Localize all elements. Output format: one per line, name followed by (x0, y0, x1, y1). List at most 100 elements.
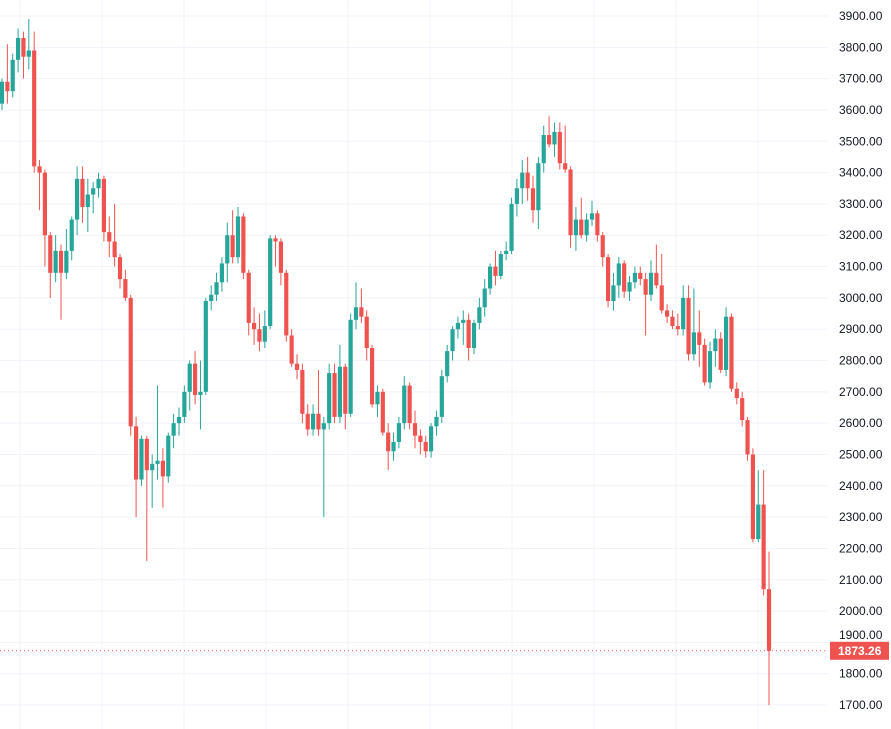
candle-up (91, 181, 96, 214)
candle-up (707, 341, 713, 389)
candle-up (74, 166, 80, 236)
candle-body (681, 297, 686, 330)
candle-down (622, 260, 627, 298)
candle-body (536, 163, 541, 211)
candle-body (117, 257, 123, 280)
candle-down (21, 31, 26, 79)
candle-body (359, 307, 364, 317)
candle-up (53, 235, 58, 283)
candle-up (150, 454, 155, 508)
candle-body (530, 188, 536, 211)
candle-up (536, 156, 541, 229)
candle-up (171, 413, 176, 449)
candle-down (117, 254, 123, 289)
candle-down (101, 175, 107, 242)
candle-body (702, 344, 707, 383)
y-tick-label: 2000.00 (839, 604, 883, 618)
candle-body (219, 263, 225, 283)
candle-up (402, 376, 407, 430)
candle-down (568, 166, 573, 248)
candle-body (5, 81, 10, 92)
candle-body (396, 423, 402, 442)
candle-down (702, 338, 707, 386)
candle-body (15, 37, 21, 60)
candle-up (321, 416, 326, 518)
candle-up (439, 369, 444, 424)
candle-body (729, 316, 734, 389)
candle-body (756, 504, 761, 540)
candle-body (369, 347, 375, 405)
candle-down (48, 232, 53, 298)
candle-up (573, 207, 579, 251)
candle-body (48, 235, 53, 273)
candle-body (91, 188, 96, 195)
candle-body (632, 272, 638, 283)
candle-up (514, 178, 520, 217)
candle-body (80, 178, 85, 208)
candle-up (450, 326, 455, 361)
candle-up (691, 288, 697, 361)
candle-up (268, 235, 273, 330)
candle-up (10, 53, 15, 98)
candle-up (182, 385, 187, 424)
candle-down (418, 429, 423, 455)
candle-body (600, 235, 605, 258)
last-price-badge-bg (830, 641, 889, 660)
candle-down (305, 404, 310, 436)
price-axis[interactable]: 1700.00 1800.00 1900.00 2000.00 2100.00 2200.… (839, 9, 883, 712)
candle-up (262, 310, 267, 348)
candle-up (648, 260, 654, 302)
candle-up (176, 407, 182, 436)
candle-body (69, 219, 74, 251)
y-tick-label: 2600.00 (839, 416, 883, 430)
candle-body (504, 250, 509, 255)
candle-body (96, 178, 101, 189)
candle-up (219, 257, 225, 292)
y-tick-label: 3800.00 (839, 40, 883, 54)
candle-up (498, 250, 503, 280)
candle-up (428, 423, 434, 458)
candle-down (761, 470, 766, 596)
candle-body (0, 81, 5, 104)
y-tick-label: 3500.00 (839, 134, 883, 148)
candle-body (638, 272, 643, 280)
candle-body (64, 250, 69, 273)
candle-down (380, 388, 385, 436)
candle-body (235, 216, 241, 258)
candle-body (305, 413, 310, 430)
candle-body (654, 272, 659, 286)
candle-down (546, 116, 552, 148)
candle-body (171, 423, 176, 436)
y-tick-label: 2800.00 (839, 354, 883, 368)
y-tick-label: 2700.00 (839, 385, 883, 399)
candle-up (627, 275, 632, 302)
y-tick-label: 3300.00 (839, 197, 883, 211)
candle-up (584, 213, 589, 242)
candle-down (407, 382, 412, 430)
candle-body (627, 282, 632, 292)
candle-body (375, 391, 380, 405)
candle-body (723, 316, 729, 370)
candle-down (5, 44, 10, 104)
y-tick-label: 3700.00 (839, 72, 883, 86)
candle-up (69, 216, 74, 261)
candle-down (128, 294, 133, 436)
candles (0, 19, 772, 706)
candle-up (375, 385, 380, 417)
candle-up (471, 319, 477, 355)
candle-body (101, 178, 107, 233)
candle-down (343, 363, 348, 430)
candle-body (546, 135, 552, 145)
candle-up (353, 282, 359, 330)
candle-body (648, 272, 654, 295)
y-tick-label: 2400.00 (839, 479, 883, 493)
candle-down (675, 313, 680, 336)
candle-up (0, 78, 5, 110)
candle-down (697, 310, 702, 367)
candle-body (450, 329, 455, 352)
candle-up (552, 122, 557, 157)
candle-body (766, 589, 772, 651)
candle-down (359, 288, 364, 323)
candle-up (396, 416, 402, 449)
candle-body (740, 398, 745, 421)
